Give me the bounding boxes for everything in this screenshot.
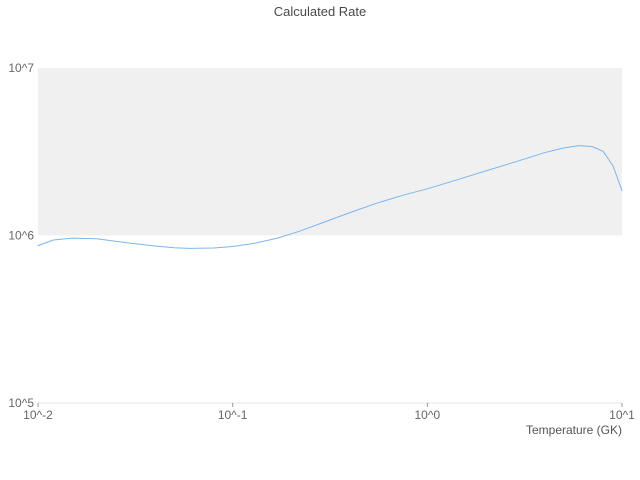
y-tick-label: 10^6 — [8, 229, 34, 243]
x-tick-label: 10^-2 — [23, 408, 53, 422]
plot-band — [38, 68, 622, 236]
x-tick-label: 10^-1 — [218, 408, 248, 422]
x-tick-label: 10^0 — [415, 408, 441, 422]
x-tick-label: 10^1 — [609, 408, 635, 422]
chart-title: Calculated Rate — [273, 4, 367, 19]
y-tick-label: 10^5 — [8, 396, 34, 410]
y-tick-label: 10^7 — [8, 61, 34, 75]
series-line — [37, 145, 623, 249]
x-axis-label: Temperature (GK) — [525, 423, 622, 437]
